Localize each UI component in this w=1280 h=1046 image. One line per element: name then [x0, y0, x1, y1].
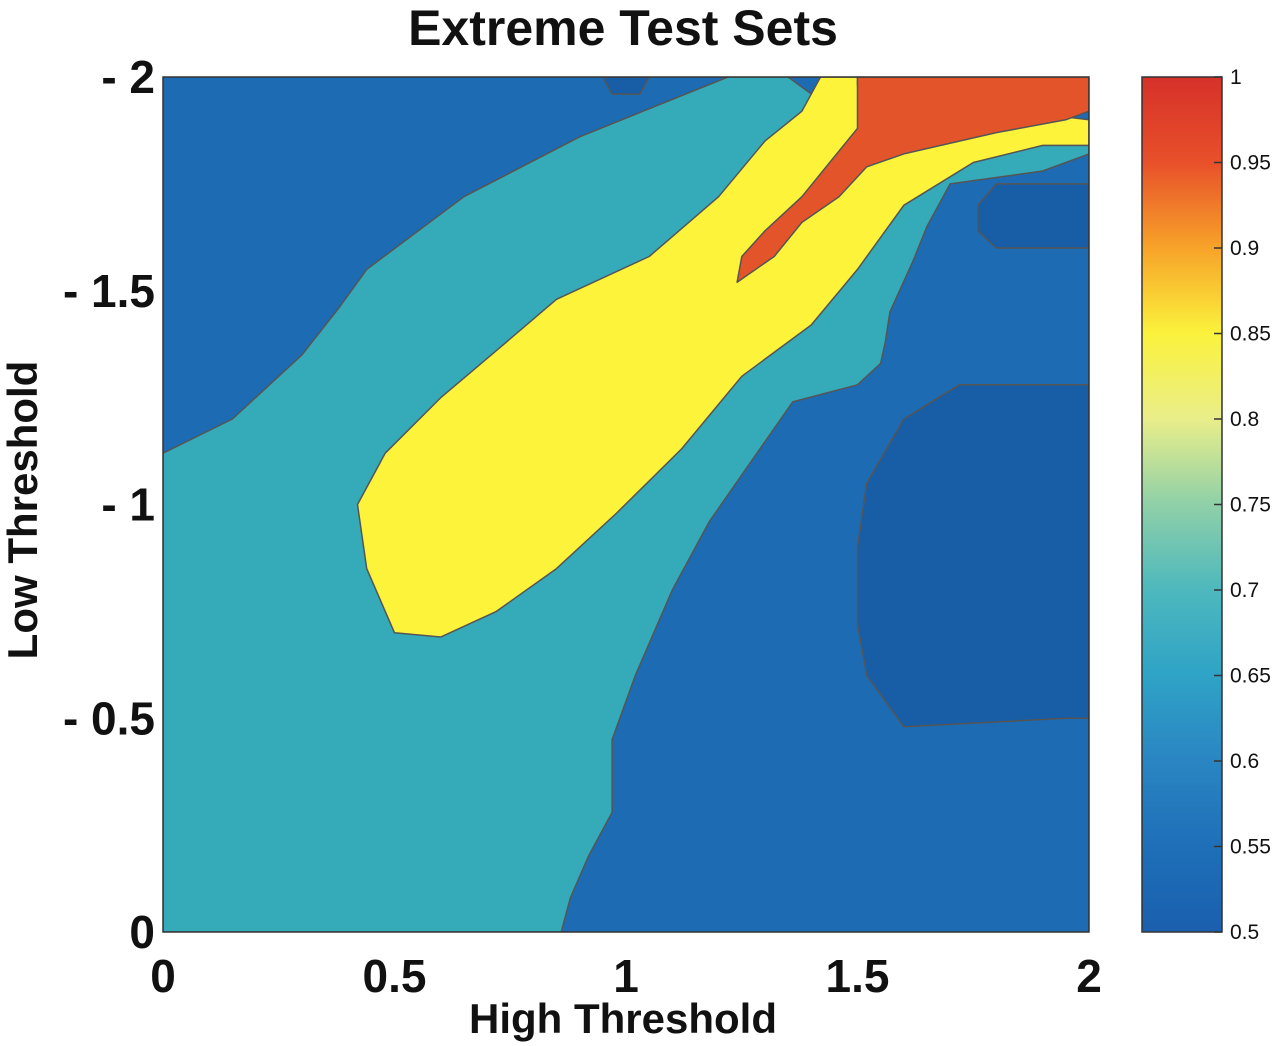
contour-region-valley-0.52 — [856, 384, 1089, 728]
plot-frame — [162, 76, 1090, 933]
contour-region-valley-top-notch — [602, 77, 650, 95]
colorbar-tick-label: 0.95 — [1230, 152, 1271, 175]
contour-region-peak-0.92 — [736, 77, 1089, 283]
x-tick-label: 0.5 — [363, 950, 427, 1002]
colorbar-tick-label: 0.7 — [1230, 579, 1259, 602]
colorbar — [1141, 76, 1223, 933]
y-tick-label: 0 — [129, 906, 155, 958]
y-tick-label: - 1.5 — [63, 265, 155, 317]
x-tick-label: 0 — [150, 950, 176, 1002]
colorbar-tick-label: 1 — [1230, 66, 1242, 89]
x-axis-ticks: 0 0.5 1 1.5 2 — [150, 950, 1102, 1002]
x-tick-label: 1 — [613, 950, 639, 1002]
x-tick-label: 2 — [1076, 950, 1102, 1002]
colorbar-tick-label: 0.75 — [1230, 494, 1271, 517]
chart-title: Extreme Test Sets — [408, 0, 838, 56]
y-tick-label: - 1 — [101, 479, 155, 531]
plot-area — [163, 77, 1089, 932]
x-tick-label: 1.5 — [826, 950, 890, 1002]
y-tick-label: - 0.5 — [63, 692, 155, 744]
y-axis-label: Low Threshold — [0, 361, 46, 660]
colorbar-ticks: 0.5 0.55 0.6 0.65 0.7 0.75 0.8 0.85 0.9 0.95 1 — [1214, 66, 1271, 944]
colorbar-tick-label: 0.8 — [1230, 408, 1259, 431]
y-axis-ticks: - 2 - 1.5 - 1 - 0.5 0 — [63, 51, 155, 958]
colorbar-tick-label: 0.6 — [1230, 750, 1259, 773]
colorbar-tick-label: 0.5 — [1230, 921, 1259, 944]
contour-region-valley-upper-right — [977, 183, 1089, 249]
x-axis-label: High Threshold — [469, 995, 777, 1042]
colorbar-tick-label: 0.55 — [1230, 836, 1271, 859]
colorbar-tick-label: 0.9 — [1230, 237, 1259, 260]
colorbar-tick-label: 0.65 — [1230, 665, 1271, 688]
y-tick-label: - 2 — [101, 51, 155, 103]
colorbar-tick-label: 0.85 — [1230, 323, 1271, 346]
